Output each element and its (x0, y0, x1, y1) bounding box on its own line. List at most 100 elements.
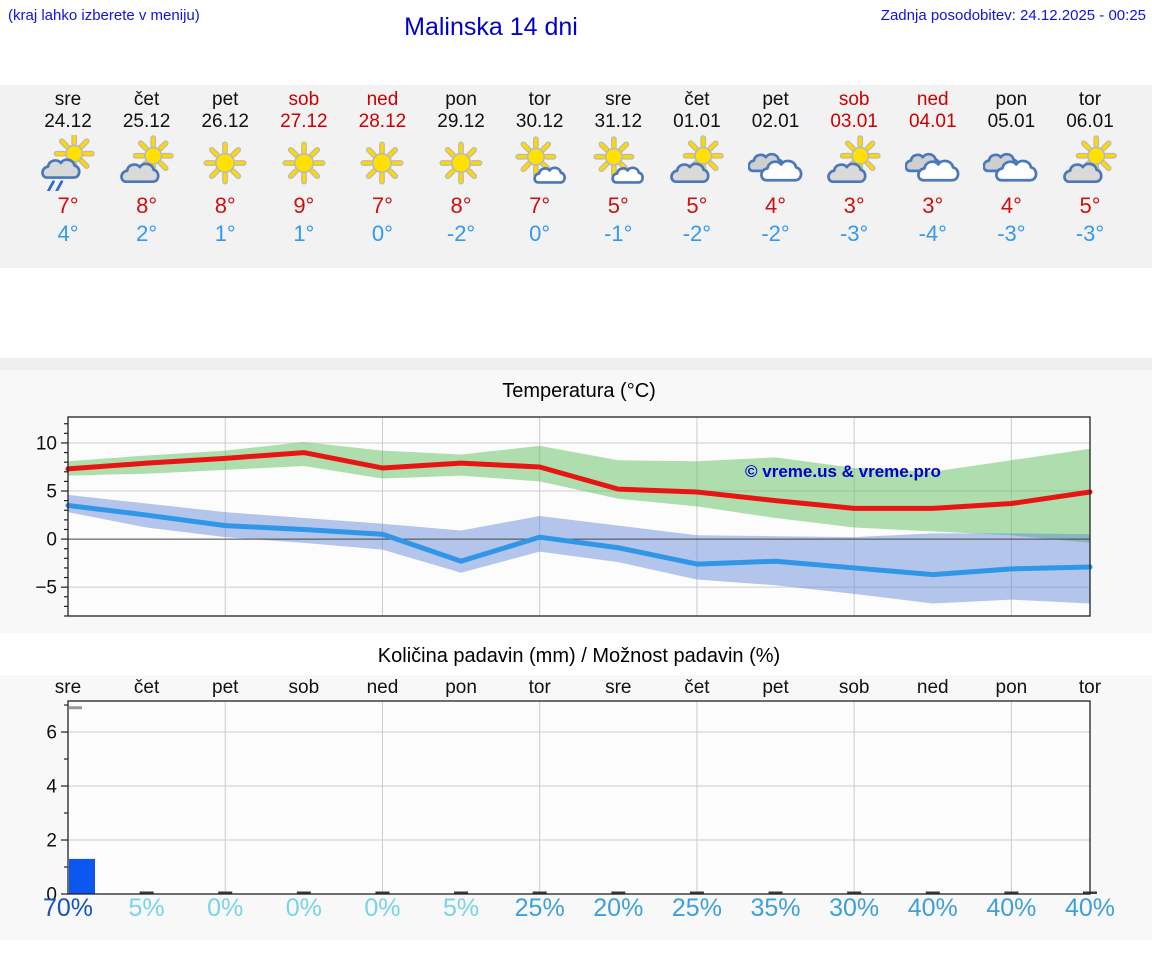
day-name: pet (212, 89, 239, 110)
day-low-temp: -2° (682, 221, 712, 246)
day-name: sre (54, 89, 82, 110)
day-date: 05.01 (987, 111, 1036, 132)
svg-text:−5: −5 (35, 578, 57, 599)
sun-cloud-left-icon (669, 135, 725, 191)
day-low-temp: -2° (761, 221, 790, 246)
precip-day-label: pet (762, 677, 789, 698)
svg-text:0: 0 (46, 530, 57, 551)
forecast-day-column: pet 02.01 4° -2° (736, 85, 816, 268)
precip-zero-bar (689, 891, 704, 894)
precip-zero-bar (296, 891, 311, 894)
precip-probability-label: 20% (593, 894, 644, 922)
day-name: sob (288, 89, 320, 110)
precip-day-label: pon (445, 677, 477, 698)
forecast-day-column: čet 01.01 5° -2° (657, 85, 737, 268)
precip-day-label: čet (133, 677, 160, 698)
day-high-temp: 8° (214, 193, 236, 218)
sun-cloud-left-icon (826, 135, 882, 191)
watermark: © vreme.us & vreme.pro (745, 462, 941, 481)
day-high-temp: 5° (1079, 193, 1101, 218)
sun-cloud-right-icon (512, 135, 568, 191)
sun-cloud-rain-icon (40, 133, 96, 193)
day-high-temp: 8° (136, 193, 158, 218)
precip-probability-label: 0% (207, 894, 244, 922)
day-date: 26.12 (201, 111, 249, 132)
precip-day-label: pon (995, 677, 1028, 698)
precip-day-label: sob (288, 677, 320, 698)
precip-zero-bar (768, 891, 783, 894)
forecast-day-column: ned 28.12 7° 0° (342, 85, 422, 268)
day-high-temp: 3° (843, 193, 865, 218)
last-update-label: Zadnja posodobitev: 24.12.2025 - 00:25 (880, 7, 1146, 24)
svg-text:5: 5 (46, 482, 57, 503)
forecast-day-column: tor 06.01 5° -3° (1050, 85, 1130, 268)
day-low-temp: 2° (136, 221, 158, 246)
day-date: 24.12 (44, 111, 92, 132)
precip-probability-label: 40% (1064, 894, 1116, 922)
precip-chart-figure: 0 2 4 6 sre čet pet sob ned pon tor sre čet pet sob ne… (0, 675, 1152, 940)
temperature-chart-title: Temperatura (°C) (502, 380, 656, 402)
location-hint: (kraj lahko izberete v meniju) (8, 7, 200, 24)
day-date: 27.12 (280, 111, 328, 132)
forecast-day-column: ned 04.01 3° -4° (893, 85, 973, 268)
day-date: 02.01 (751, 111, 800, 132)
day-low-temp: -4° (918, 221, 947, 246)
forecast-day-column: pon 29.12 8° -2° (421, 85, 501, 268)
precip-probability-label: 0% (364, 894, 401, 922)
day-date: 06.01 (1066, 111, 1114, 132)
svg-text:6: 6 (46, 723, 57, 744)
precip-zero-bar (532, 891, 547, 894)
forecast-day-column: pet 26.12 8° 1° (185, 85, 265, 268)
page-title: Malinska 14 dni (404, 13, 578, 41)
svg-text:0: 0 (46, 885, 57, 906)
day-date: 29.12 (437, 111, 485, 132)
forecast-day-column: sre 24.12 7° 4° (28, 85, 108, 268)
precip-probability-label: 40% (986, 894, 1037, 922)
precip-day-label: sre (54, 677, 82, 698)
cloudy-icon (982, 135, 1039, 191)
day-name: tor (528, 89, 551, 110)
precip-zero-bar (218, 891, 233, 894)
precip-probability-label: 40% (907, 894, 958, 922)
day-date: 25.12 (122, 111, 171, 132)
day-name: sre (605, 89, 632, 110)
day-name: čet (133, 89, 160, 110)
day-low-temp: -3° (839, 221, 869, 246)
precip-probability-label: 0% (285, 894, 322, 922)
figure-top-divider (0, 358, 1152, 370)
temperature-chart: −5 0 5 10 (35, 416, 1093, 617)
forecast-day-column: čet 25.12 8° 2° (107, 85, 187, 268)
sun-icon (197, 135, 253, 191)
precip-day-label: ned (916, 677, 949, 698)
day-name: ned (366, 89, 399, 110)
precip-zero-bar (454, 891, 469, 894)
precip-zero-bar (925, 891, 940, 894)
forecast-day-column: sob 03.01 3° -3° (814, 85, 894, 268)
day-date: 30.12 (515, 111, 564, 132)
precip-probability-label: 25% (671, 894, 722, 922)
day-low-temp: -3° (1075, 221, 1105, 246)
precip-day-label: ned (366, 677, 399, 698)
day-name: ned (916, 89, 949, 110)
forecast-day-column: sob 27.12 9° 1° (264, 85, 344, 268)
precip-probability-label: 35% (750, 894, 801, 922)
svg-text:4: 4 (46, 777, 57, 798)
precip-probability-label: 70% (42, 894, 94, 922)
day-name: pon (445, 89, 477, 110)
day-low-temp: -2° (446, 221, 476, 246)
day-high-temp: 4° (1000, 193, 1022, 218)
day-name: tor (1078, 89, 1102, 110)
precip-chart: 0 2 4 6 (46, 700, 1097, 906)
day-date: 31.12 (594, 111, 643, 132)
precip-zero-bar (375, 891, 390, 894)
day-high-temp: 8° (450, 193, 472, 218)
day-low-temp: -1° (604, 221, 633, 246)
day-date: 01.01 (673, 111, 721, 132)
day-date: 03.01 (830, 111, 878, 132)
precip-day-label: tor (528, 677, 551, 698)
precip-day-label: pet (212, 677, 239, 698)
sun-cloud-right-icon (590, 135, 646, 191)
day-low-temp: 0° (529, 221, 551, 246)
day-low-temp: 4° (57, 221, 79, 246)
